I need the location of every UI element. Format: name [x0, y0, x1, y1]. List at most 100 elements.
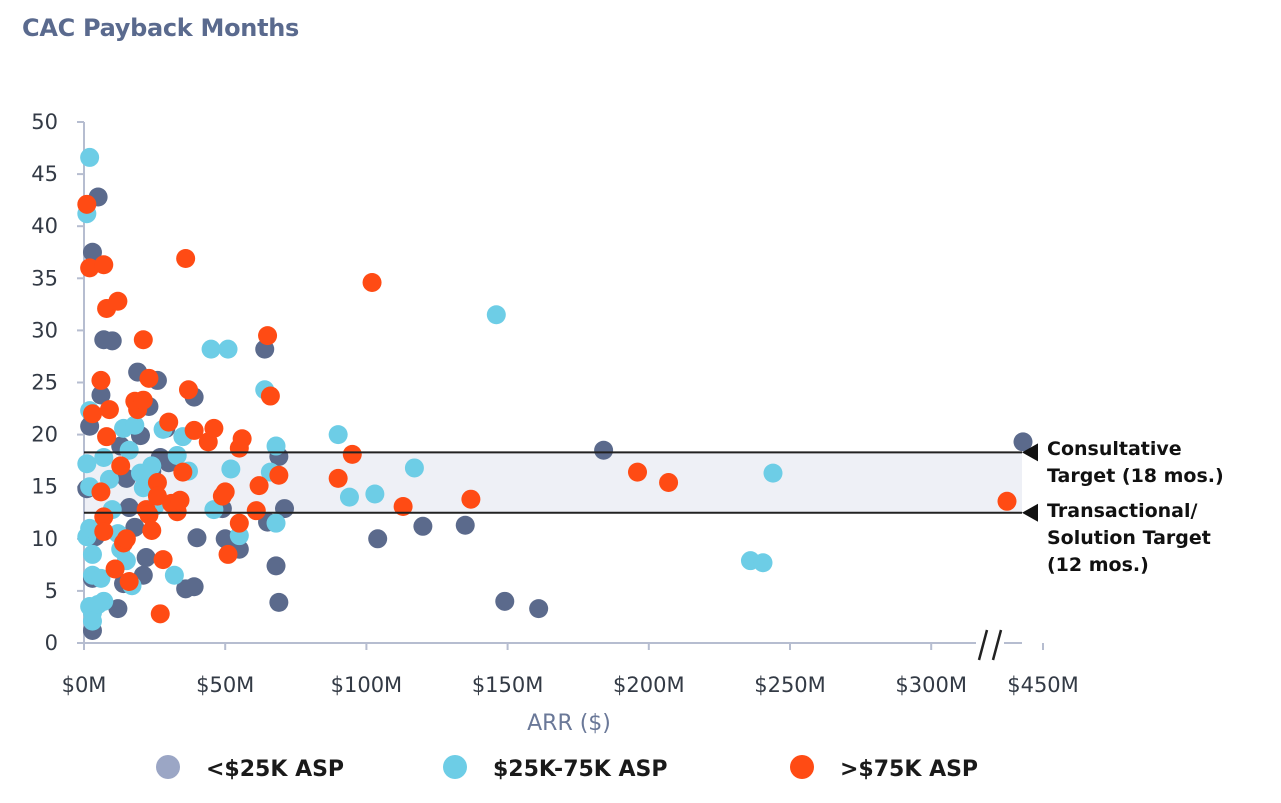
- x-axis-label: ARR ($): [527, 711, 611, 736]
- x-tick-label: $50M: [196, 673, 254, 697]
- data-point: [202, 340, 221, 359]
- y-tick-label: 15: [31, 475, 58, 499]
- data-point: [83, 404, 102, 423]
- data-point: [137, 548, 156, 567]
- y-tick-label: 30: [31, 318, 58, 342]
- data-point: [230, 514, 249, 533]
- data-point: [269, 466, 288, 485]
- data-point: [142, 456, 161, 475]
- data-point: [267, 514, 286, 533]
- data-point: [103, 331, 122, 350]
- data-point: [171, 491, 190, 510]
- data-point: [329, 425, 348, 444]
- data-point: [139, 369, 158, 388]
- data-point: [94, 255, 113, 274]
- scatter-chart: 05101520253035404550$0M $50M $100M $150M $20…: [0, 0, 1281, 803]
- data-point: [405, 458, 424, 477]
- data-point: [219, 545, 238, 564]
- data-point: [111, 456, 130, 475]
- legend-layer: <$25K ASP $25K-75K ASP >$75K ASP: [156, 755, 978, 782]
- data-point: [204, 419, 223, 438]
- data-point: [179, 380, 198, 399]
- data-point: [120, 498, 139, 517]
- target-annotation-line: Consultative: [1047, 438, 1182, 460]
- y-tick-label: 35: [31, 266, 58, 290]
- data-point: [594, 441, 613, 460]
- data-point: [80, 148, 99, 167]
- data-point: [134, 391, 153, 410]
- data-point: [343, 445, 362, 464]
- data-point: [77, 195, 96, 214]
- data-point: [165, 566, 184, 585]
- legend-marker: [443, 755, 467, 779]
- y-tick-label: 20: [31, 423, 58, 447]
- data-point: [219, 340, 238, 359]
- legend-label: <$25K ASP: [206, 757, 344, 782]
- data-point: [94, 448, 113, 467]
- data-point: [754, 553, 773, 572]
- data-point: [94, 592, 113, 611]
- data-point: [159, 413, 178, 432]
- y-tick-label: 50: [31, 110, 58, 134]
- legend-marker: [156, 755, 180, 779]
- data-point: [154, 550, 173, 569]
- y-tick-label: 10: [31, 527, 58, 551]
- data-point: [83, 545, 102, 564]
- data-point: [120, 572, 139, 591]
- target-annotation-line: Target (18 mos.): [1047, 465, 1224, 487]
- target-annotation-line: (12 mos.): [1047, 554, 1149, 576]
- data-point: [77, 454, 96, 473]
- data-point: [764, 464, 783, 483]
- data-point: [368, 529, 387, 548]
- data-point: [329, 469, 348, 488]
- data-point: [267, 556, 286, 575]
- data-point: [340, 488, 359, 507]
- data-point: [151, 604, 170, 623]
- data-point: [216, 482, 235, 501]
- data-point: [134, 330, 153, 349]
- target-annotation-line: Transactional/: [1047, 500, 1197, 522]
- y-tick-label: 25: [31, 371, 58, 395]
- target-arrow: [1022, 504, 1038, 522]
- data-point: [461, 490, 480, 509]
- data-point: [187, 528, 206, 547]
- data-point: [83, 612, 102, 631]
- data-point: [365, 484, 384, 503]
- data-point: [495, 592, 514, 611]
- data-point: [247, 501, 266, 520]
- x-tick-label: $250M: [754, 673, 826, 697]
- data-point: [94, 522, 113, 541]
- data-point: [456, 516, 475, 535]
- x-tick-label: $0M: [62, 673, 107, 697]
- data-point: [142, 521, 161, 540]
- x-tick-label: $200M: [613, 673, 685, 697]
- data-point: [97, 427, 116, 446]
- data-point: [261, 387, 280, 406]
- data-point: [185, 577, 204, 596]
- data-point: [221, 459, 240, 478]
- data-point: [233, 429, 252, 448]
- data-point: [91, 371, 110, 390]
- data-point: [628, 463, 647, 482]
- legend-marker: [790, 755, 814, 779]
- legend-label: >$75K ASP: [840, 757, 978, 782]
- data-point: [176, 249, 195, 268]
- y-tick-label: 40: [31, 214, 58, 238]
- x-tick-label: $100M: [331, 673, 403, 697]
- data-point: [529, 599, 548, 618]
- y-tick-label: 0: [45, 631, 58, 655]
- x-tick-label: $300M: [895, 673, 967, 697]
- data-point: [487, 305, 506, 324]
- data-point: [108, 292, 127, 311]
- y-tick-label: 45: [31, 162, 58, 186]
- legend-label: $25K-75K ASP: [493, 757, 668, 782]
- x-tick-label: $450M: [1007, 673, 1079, 697]
- target-annotation-line: Solution Target: [1047, 527, 1211, 549]
- data-point: [998, 492, 1017, 511]
- points-layer: [77, 148, 1032, 640]
- data-point: [250, 476, 269, 495]
- data-point: [100, 400, 119, 419]
- data-point: [173, 463, 192, 482]
- data-point: [269, 593, 288, 612]
- data-point: [363, 273, 382, 292]
